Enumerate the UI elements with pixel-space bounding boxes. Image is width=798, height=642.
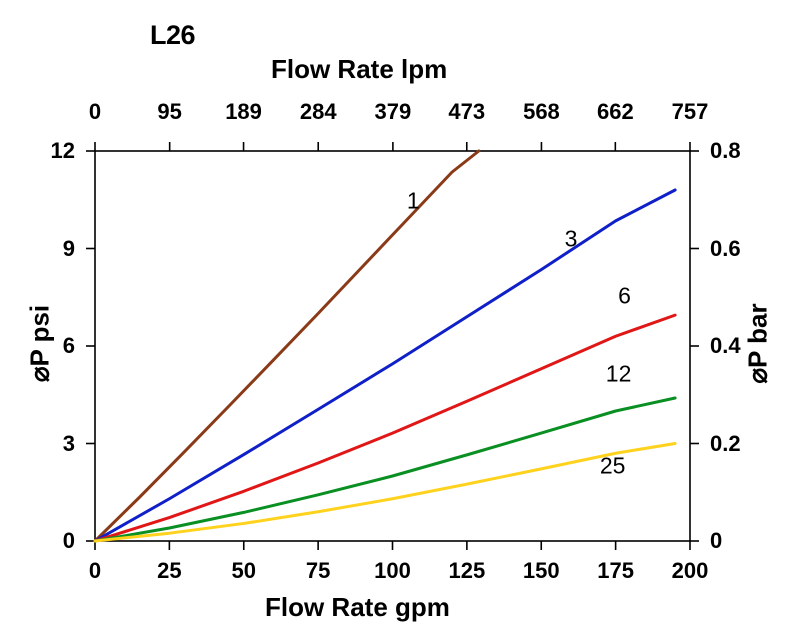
bottom-tick-label-2: 50 xyxy=(231,558,256,583)
left-tick-label-4: 12 xyxy=(50,138,75,163)
curve-label-12: 12 xyxy=(605,360,632,387)
bottom-tick-label-4: 100 xyxy=(374,558,411,583)
left-tick-label-1: 3 xyxy=(62,430,75,456)
bottom-tick-label-8: 200 xyxy=(671,558,709,583)
curve-25 xyxy=(93,442,677,543)
top-tick-label-2: 189 xyxy=(225,99,262,124)
bottom-tick-label-3: 75 xyxy=(305,558,331,583)
right-tick-label-1: 0.2 xyxy=(710,430,741,456)
top-tick-label-4: 379 xyxy=(374,99,412,124)
top-tick-label-7: 662 xyxy=(596,99,634,124)
chart-title: L26 xyxy=(150,20,196,50)
right-tick-label-0: 0 xyxy=(710,528,723,553)
curve-6 xyxy=(93,313,677,543)
bottom-tick-label-7: 175 xyxy=(597,558,634,583)
top-tick-label-1: 95 xyxy=(157,99,182,124)
bottom-tick-label-1: 25 xyxy=(157,558,182,583)
top-tick-label-0: 0 xyxy=(88,99,102,124)
top-tick-label-3: 284 xyxy=(299,99,337,124)
bottom-tick-label-5: 125 xyxy=(448,558,486,583)
left-tick-label-0: 0 xyxy=(62,528,75,553)
left-tick-label-3: 9 xyxy=(62,235,75,261)
curve-1 xyxy=(93,149,481,543)
top-tick-label-5: 473 xyxy=(448,99,486,124)
top-tick-label-8: 757 xyxy=(671,99,709,124)
right-tick-label-4: 0.8 xyxy=(710,138,741,163)
curve-12 xyxy=(93,396,677,543)
bottom-tick-label-0: 0 xyxy=(88,558,102,583)
bottom-axis-title: Flow Rate gpm xyxy=(265,592,450,622)
left-tick-label-2: 6 xyxy=(62,333,75,358)
bottom-tick-label-6: 150 xyxy=(522,558,560,583)
curve-label-25: 25 xyxy=(599,452,626,479)
top-axis-title: Flow Rate lpm xyxy=(271,54,448,84)
plot-frame xyxy=(94,150,691,542)
curve-label-3: 3 xyxy=(564,225,578,252)
right-tick-label-3: 0.6 xyxy=(710,235,741,261)
top-tick-label-6: 568 xyxy=(523,99,560,124)
curve-3 xyxy=(93,188,677,543)
right-tick-label-2: 0.4 xyxy=(710,333,741,358)
curve-label-1: 1 xyxy=(406,187,420,214)
curve-label-6: 6 xyxy=(618,282,631,309)
